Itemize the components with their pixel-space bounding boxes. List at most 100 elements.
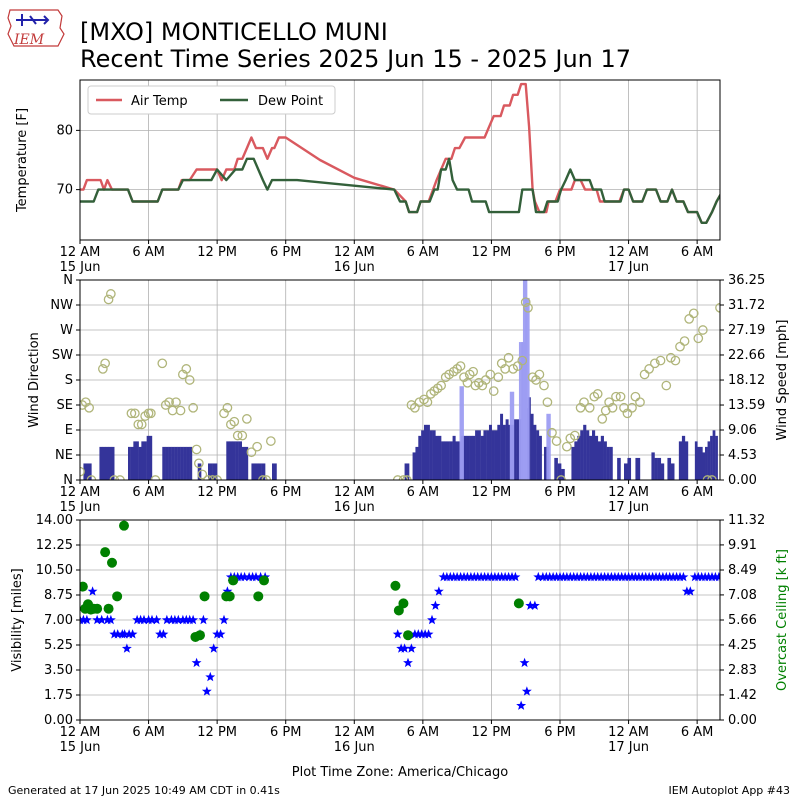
visibility-star: [717, 575, 720, 582]
wind-speed-bar: [505, 419, 509, 480]
wind-speed-bar: [183, 446, 187, 480]
wind-speed-bar: [538, 435, 542, 480]
wind-direction-marker: [584, 402, 595, 413]
wind-direction-marker: [655, 355, 666, 366]
wind-direction-marker: [542, 397, 553, 408]
wind-speed-bar: [589, 435, 593, 480]
visibility-star: [147, 614, 157, 625]
wind-speed-bar: [697, 446, 701, 480]
visibility-star: [678, 571, 689, 582]
visibility-star: [173, 614, 184, 625]
wind-speed-bar: [469, 435, 473, 480]
wind-ylabel: Wind Direction: [27, 332, 42, 428]
wind-direction-marker: [266, 436, 276, 446]
visibility-star: [685, 586, 696, 596]
vis-ytick-label: 0.00: [44, 713, 73, 728]
visibility-star: [255, 571, 266, 582]
vis-ylabel: Visibility [miles]: [10, 568, 25, 671]
visibility-star: [96, 614, 107, 625]
temp-ytick-label: 80: [56, 123, 73, 138]
temp-ylabel: Temperature [F]: [15, 108, 30, 213]
wind-speed-bar: [609, 446, 613, 480]
wind-direction-marker: [684, 314, 694, 324]
wind-speed-bar: [488, 424, 492, 480]
wind-y2tick-label: 31.72: [728, 298, 765, 313]
visibility-star: [533, 571, 544, 582]
wind-speed-bar: [536, 430, 540, 480]
ceiling-dot: [195, 630, 205, 641]
wind-direction-marker: [436, 380, 446, 391]
wind-panel: N NE E SE S SW W NW N 0.00 4.53 9.06 13.59 18.12 22.66…: [27, 273, 790, 515]
wind-direction-marker: [100, 358, 110, 369]
visibility-star: [406, 643, 417, 653]
wind-speed-bar: [577, 435, 581, 480]
wind-speed-bar: [449, 441, 453, 480]
wind-speed-bar: [586, 430, 590, 480]
wind-ytick-label: E: [65, 423, 73, 438]
wind-xtick-label: 6 PM: [270, 485, 301, 500]
wind-direction-marker: [639, 369, 650, 380]
wind-speed-bar: [108, 446, 112, 480]
wind-direction-marker: [84, 402, 94, 413]
visibility-star: [87, 586, 98, 596]
visibility-star: [251, 571, 261, 582]
wind-speed-bar: [189, 446, 193, 480]
wind-direction-marker: [455, 361, 466, 371]
ceiling-dot: [393, 605, 404, 616]
visibility-star: [198, 614, 209, 625]
vis-ytick-label: 3.50: [44, 663, 73, 678]
vis-xtick-label: 12 PM: [197, 725, 237, 740]
wind-speed-bar: [426, 424, 430, 480]
visibility-star: [158, 629, 169, 639]
vis-y2tick-label: 7.08: [728, 588, 757, 603]
wind-direction-marker: [126, 408, 137, 419]
visibility-star: [201, 686, 212, 696]
wind-y2tick-label: 27.19: [728, 323, 765, 338]
wind-ytick-label: W: [60, 323, 73, 338]
wind-speed-bar: [424, 424, 428, 480]
wind-speed-bar: [678, 441, 683, 480]
temp-xtick-label: 12 PM: [472, 245, 512, 260]
wind-direction-marker: [229, 416, 240, 427]
vis-y2tick-label: 8.49: [728, 563, 757, 578]
wind-speed-bar: [254, 463, 259, 480]
ceiling-dot: [253, 591, 264, 602]
temp-xtick-label: 12 AM: [608, 245, 649, 260]
wind-speed-bar: [99, 446, 103, 480]
vis-xtick-label: 12 PM: [472, 725, 512, 740]
wind-xtick-date: 15 Jun: [60, 500, 101, 515]
wind-speed-bar: [130, 446, 134, 480]
wind-speed-bar: [624, 463, 628, 480]
wind-speed-bar: [105, 446, 109, 480]
wind-direction-marker: [635, 397, 645, 408]
wind-speed-bar: [707, 441, 711, 480]
wind-speed-bar: [516, 419, 520, 480]
wind-speed-bar: [171, 446, 175, 480]
visibility-star: [219, 614, 229, 625]
wind-speed-bar: [710, 435, 713, 480]
wind-direction-marker: [693, 333, 704, 344]
temp-xtick-label: 6 PM: [544, 245, 575, 260]
wind-speed-bar: [670, 463, 675, 480]
wind-speed-bar: [141, 441, 145, 480]
visibility-star: [121, 643, 132, 653]
wind-direction-marker: [579, 397, 589, 408]
wind-speed-bar: [128, 446, 131, 480]
ceiling-dot: [100, 547, 111, 558]
visibility-star: [403, 657, 413, 668]
wind-speed-bar: [483, 430, 487, 480]
visibility-star: [713, 571, 720, 582]
wind-speed-bar: [404, 463, 410, 480]
temp-xtick-date: 16 Jun: [334, 260, 375, 275]
wind-speed-bar: [500, 413, 504, 480]
wind-direction-marker: [485, 369, 496, 380]
wind-direction-marker: [517, 355, 528, 366]
wind-direction-marker: [103, 294, 114, 305]
vis-y2tick-label: 0.00: [728, 713, 757, 728]
wind-direction-marker: [630, 391, 641, 402]
temp-xtick-date: 15 Jun: [60, 260, 101, 275]
visibility-star: [112, 629, 123, 639]
wind-direction-marker: [534, 369, 545, 380]
wind-speed-bar: [165, 446, 169, 480]
